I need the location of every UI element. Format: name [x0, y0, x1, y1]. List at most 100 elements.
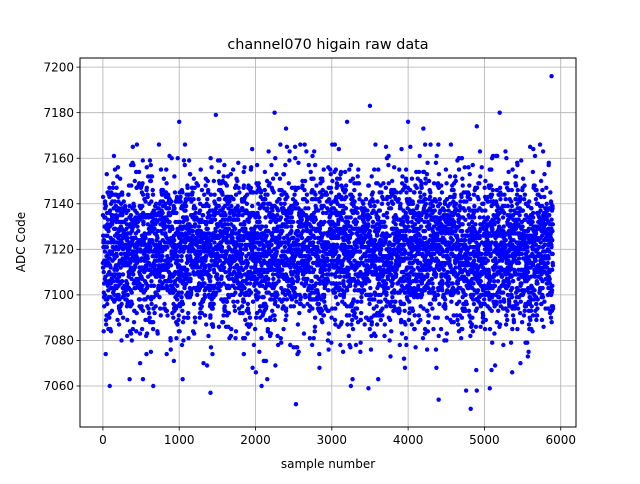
data-point	[364, 197, 368, 201]
data-point	[195, 293, 199, 297]
data-point	[158, 306, 162, 310]
data-point	[293, 145, 297, 149]
data-point	[411, 309, 415, 313]
data-point	[302, 331, 306, 335]
data-point	[118, 177, 122, 181]
data-point	[417, 313, 421, 317]
data-point	[355, 306, 359, 310]
data-point	[205, 197, 209, 201]
data-point	[177, 313, 181, 317]
data-point	[359, 318, 363, 322]
data-point	[266, 149, 270, 153]
data-point	[430, 277, 434, 281]
data-point	[212, 302, 216, 306]
data-point	[190, 190, 194, 194]
data-point	[350, 231, 354, 235]
data-point	[308, 256, 312, 260]
data-point	[284, 306, 288, 310]
data-point	[340, 320, 344, 324]
data-point	[169, 263, 173, 267]
data-point	[310, 343, 314, 347]
data-point	[468, 256, 472, 260]
data-point	[467, 192, 471, 196]
data-point	[388, 318, 392, 322]
data-point	[125, 236, 129, 240]
data-point	[359, 295, 363, 299]
data-point	[159, 167, 163, 171]
data-point	[170, 156, 174, 160]
data-point	[180, 377, 184, 381]
data-point	[151, 188, 155, 192]
data-point	[165, 245, 169, 249]
data-point	[148, 158, 152, 162]
data-point	[348, 284, 352, 288]
data-point	[344, 183, 348, 187]
data-point	[451, 281, 455, 285]
data-point	[129, 213, 133, 217]
data-point	[236, 204, 240, 208]
data-point	[300, 236, 304, 240]
data-point	[165, 313, 169, 317]
data-point	[261, 295, 265, 299]
data-point	[372, 297, 376, 301]
data-point	[269, 163, 273, 167]
data-point	[272, 313, 276, 317]
data-point	[375, 322, 379, 326]
data-point	[180, 290, 184, 294]
data-point	[247, 311, 251, 315]
data-point	[217, 197, 221, 201]
data-point	[293, 156, 297, 160]
data-point	[413, 345, 417, 349]
data-point	[346, 220, 350, 224]
data-point	[320, 320, 324, 324]
data-point	[273, 156, 277, 160]
data-point	[251, 300, 255, 304]
data-point	[111, 181, 115, 185]
data-point	[281, 327, 285, 331]
data-point	[229, 327, 233, 331]
data-point	[149, 179, 153, 183]
data-point	[132, 320, 136, 324]
data-point	[314, 183, 318, 187]
data-point	[227, 311, 231, 315]
data-point	[434, 161, 438, 165]
data-point	[208, 279, 212, 283]
data-point	[125, 318, 129, 322]
data-point	[208, 274, 212, 278]
data-point	[162, 302, 166, 306]
data-point	[183, 208, 187, 212]
data-point	[355, 300, 359, 304]
data-point	[217, 288, 221, 292]
data-point	[375, 199, 379, 203]
data-point	[241, 170, 245, 174]
data-point	[313, 192, 317, 196]
data-point	[407, 300, 411, 304]
data-point	[427, 179, 431, 183]
data-point	[250, 147, 254, 151]
data-point	[460, 315, 464, 319]
data-point	[203, 313, 207, 317]
data-point	[105, 172, 109, 176]
data-point	[296, 186, 300, 190]
data-point	[208, 156, 212, 160]
data-point	[264, 224, 268, 228]
data-point	[268, 318, 272, 322]
data-point	[139, 304, 143, 308]
data-point	[460, 156, 464, 160]
data-point	[276, 208, 280, 212]
data-point	[468, 334, 472, 338]
data-point	[167, 206, 171, 210]
data-point	[185, 268, 189, 272]
data-point	[198, 315, 202, 319]
data-point	[126, 208, 130, 212]
data-point	[369, 204, 373, 208]
data-point	[131, 272, 135, 276]
data-point	[408, 145, 412, 149]
data-point	[373, 142, 377, 146]
data-point	[177, 329, 181, 333]
data-point	[305, 199, 309, 203]
data-point	[284, 313, 288, 317]
data-point	[370, 320, 374, 324]
data-point	[146, 256, 150, 260]
data-point	[347, 167, 351, 171]
